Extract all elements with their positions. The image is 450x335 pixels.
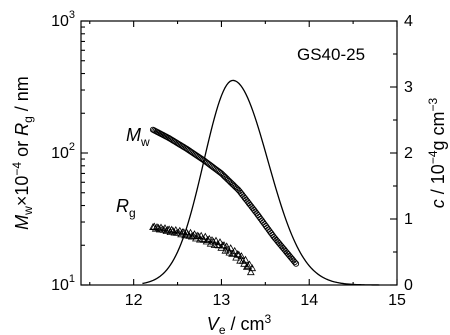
- rg-point: [216, 238, 224, 246]
- rg-point: [226, 244, 235, 252]
- x-tick-label: 15: [388, 292, 406, 309]
- rg-point: [206, 239, 215, 247]
- rg-point: [198, 234, 207, 242]
- panel-label: GS40-25: [297, 45, 365, 64]
- rg-point: [246, 268, 255, 276]
- y-right-tick-label: 3: [404, 79, 413, 96]
- mw-point: [245, 200, 252, 207]
- y-right-axis-label: c / 10−4g cm−3: [426, 97, 448, 208]
- rg-point: [193, 231, 202, 239]
- rg-point: [196, 235, 204, 243]
- rg-point: [187, 232, 196, 240]
- data-curves: [142, 79, 380, 286]
- y-right-tick-label: 2: [404, 145, 413, 162]
- tick-marks: [81, 20, 398, 286]
- mw-point: [241, 195, 248, 202]
- y-left-tick-label: 101: [51, 273, 75, 294]
- concentration-curve: [142, 79, 380, 286]
- mw-point: [293, 260, 300, 267]
- mw-point: [291, 259, 298, 266]
- rg-point: [183, 230, 192, 238]
- rg-point: [201, 232, 210, 240]
- mw-point: [249, 205, 256, 212]
- rg-point: [153, 223, 161, 231]
- mw-point: [244, 198, 251, 205]
- mw-point: [243, 196, 250, 203]
- rg-point: [204, 235, 212, 243]
- rg-point: [237, 252, 246, 260]
- y-right-tick-label: 0: [404, 277, 413, 294]
- rg-point: [221, 246, 230, 254]
- mw-point: [240, 193, 247, 200]
- rg-point: [162, 226, 171, 234]
- mw-point: [250, 206, 258, 213]
- rg-point: [163, 225, 172, 233]
- rg-point: [245, 260, 254, 268]
- y-left-tick-label: 103: [51, 9, 75, 30]
- y-left-axis-label: Mw×10−4 or Rg / nm: [10, 76, 35, 230]
- series-label-mw: Mw: [126, 125, 150, 149]
- rg-point: [233, 250, 242, 258]
- rg-point: [240, 259, 248, 267]
- series-label-rg: Rg: [116, 196, 136, 220]
- y-right-tick-label: 1: [404, 211, 413, 228]
- rg-point: [244, 261, 252, 270]
- rg-point: [241, 255, 250, 263]
- mw-point: [239, 191, 246, 198]
- x-tick-label: 13: [213, 292, 231, 309]
- x-tick-label: 14: [300, 292, 318, 309]
- y-right-tick-label: 4: [404, 13, 413, 30]
- y-left-tick-label: 102: [51, 141, 75, 162]
- x-axis-label: Ve / cm3: [207, 312, 272, 335]
- rg-point: [230, 246, 239, 254]
- rg-point: [167, 225, 176, 233]
- rg-point: [242, 262, 251, 270]
- rg-point: [248, 264, 257, 272]
- x-tick-label: 12: [125, 292, 143, 309]
